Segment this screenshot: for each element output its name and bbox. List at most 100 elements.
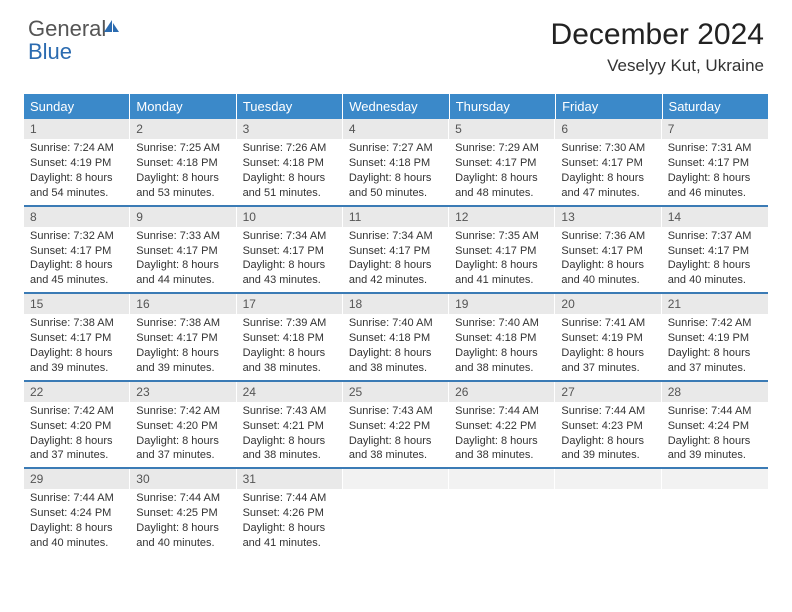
sunset-line: Sunset: 4:18 PM [136,156,230,171]
dow-monday: Monday [130,94,236,119]
sunset-line: Sunset: 4:26 PM [243,506,337,521]
day-details: Sunrise: 7:35 AMSunset: 4:17 PMDaylight:… [449,227,555,292]
sunset-line: Sunset: 4:22 PM [455,419,549,434]
sunset-line: Sunset: 4:21 PM [243,419,337,434]
day-number: 11 [343,207,449,227]
sunset-line: Sunset: 4:17 PM [455,244,549,259]
sunrise-line: Sunrise: 7:33 AM [136,229,230,244]
day-number: 9 [130,207,236,227]
daylight-line: Daylight: 8 hours and 40 minutes. [561,258,655,288]
dow-sunday: Sunday [24,94,130,119]
day-cell: 23Sunrise: 7:42 AMSunset: 4:20 PMDayligh… [130,382,236,468]
daylight-line: Daylight: 8 hours and 44 minutes. [136,258,230,288]
logo: General Blue [28,18,122,64]
day-number: 5 [449,119,555,139]
day-cell: 25Sunrise: 7:43 AMSunset: 4:22 PMDayligh… [343,382,449,468]
sunrise-line: Sunrise: 7:37 AM [668,229,762,244]
day-number: 23 [130,382,236,402]
day-number: 25 [343,382,449,402]
day-cell: 7Sunrise: 7:31 AMSunset: 4:17 PMDaylight… [662,119,768,205]
sunset-line: Sunset: 4:18 PM [349,156,443,171]
logo-text-blue: Blue [28,39,72,64]
sunrise-line: Sunrise: 7:35 AM [455,229,549,244]
daylight-line: Daylight: 8 hours and 43 minutes. [243,258,337,288]
day-details: Sunrise: 7:41 AMSunset: 4:19 PMDaylight:… [555,314,661,379]
day-number: 29 [24,469,130,489]
week-row: 22Sunrise: 7:42 AMSunset: 4:20 PMDayligh… [24,382,768,470]
day-cell: 24Sunrise: 7:43 AMSunset: 4:21 PMDayligh… [237,382,343,468]
day-details: Sunrise: 7:30 AMSunset: 4:17 PMDaylight:… [555,139,661,204]
sunset-line: Sunset: 4:20 PM [30,419,124,434]
day-cell: 2Sunrise: 7:25 AMSunset: 4:18 PMDaylight… [130,119,236,205]
daylight-line: Daylight: 8 hours and 39 minutes. [136,346,230,376]
week-row: 15Sunrise: 7:38 AMSunset: 4:17 PMDayligh… [24,294,768,382]
day-cell: 26Sunrise: 7:44 AMSunset: 4:22 PMDayligh… [449,382,555,468]
day-details [343,489,449,549]
day-number: 20 [555,294,661,314]
daylight-line: Daylight: 8 hours and 37 minutes. [30,434,124,464]
day-cell: 11Sunrise: 7:34 AMSunset: 4:17 PMDayligh… [343,207,449,293]
day-number: 28 [662,382,768,402]
daylight-line: Daylight: 8 hours and 38 minutes. [349,434,443,464]
sunrise-line: Sunrise: 7:44 AM [136,491,230,506]
day-cell: 9Sunrise: 7:33 AMSunset: 4:17 PMDaylight… [130,207,236,293]
day-number: 27 [555,382,661,402]
sunset-line: Sunset: 4:17 PM [561,244,655,259]
week-row: 1Sunrise: 7:24 AMSunset: 4:19 PMDaylight… [24,119,768,207]
day-details: Sunrise: 7:32 AMSunset: 4:17 PMDaylight:… [24,227,130,292]
daylight-line: Daylight: 8 hours and 45 minutes. [30,258,124,288]
day-number [662,469,768,489]
sunset-line: Sunset: 4:19 PM [561,331,655,346]
daylight-line: Daylight: 8 hours and 51 minutes. [243,171,337,201]
sunrise-line: Sunrise: 7:38 AM [30,316,124,331]
sunrise-line: Sunrise: 7:32 AM [30,229,124,244]
sunset-line: Sunset: 4:17 PM [136,331,230,346]
title-block: December 2024 Veselyy Kut, Ukraine [551,18,764,76]
sunset-line: Sunset: 4:17 PM [30,331,124,346]
sunset-line: Sunset: 4:17 PM [455,156,549,171]
day-details: Sunrise: 7:26 AMSunset: 4:18 PMDaylight:… [237,139,343,204]
daylight-line: Daylight: 8 hours and 48 minutes. [455,171,549,201]
day-number: 10 [237,207,343,227]
day-number [343,469,449,489]
sunset-line: Sunset: 4:24 PM [668,419,762,434]
sunrise-line: Sunrise: 7:29 AM [455,141,549,156]
sunset-line: Sunset: 4:17 PM [349,244,443,259]
day-cell: 12Sunrise: 7:35 AMSunset: 4:17 PMDayligh… [449,207,555,293]
day-number: 7 [662,119,768,139]
day-details: Sunrise: 7:38 AMSunset: 4:17 PMDaylight:… [130,314,236,379]
sunrise-line: Sunrise: 7:36 AM [561,229,655,244]
sunset-line: Sunset: 4:17 PM [30,244,124,259]
month-title: December 2024 [551,18,764,52]
sunrise-line: Sunrise: 7:39 AM [243,316,337,331]
day-number: 13 [555,207,661,227]
sunrise-line: Sunrise: 7:31 AM [668,141,762,156]
day-cell: 28Sunrise: 7:44 AMSunset: 4:24 PMDayligh… [662,382,768,468]
sunrise-line: Sunrise: 7:44 AM [668,404,762,419]
day-number: 6 [555,119,661,139]
day-cell [662,469,768,555]
day-number: 26 [449,382,555,402]
day-details: Sunrise: 7:36 AMSunset: 4:17 PMDaylight:… [555,227,661,292]
sunrise-line: Sunrise: 7:44 AM [455,404,549,419]
sunset-line: Sunset: 4:24 PM [30,506,124,521]
day-details: Sunrise: 7:37 AMSunset: 4:17 PMDaylight:… [662,227,768,292]
day-details: Sunrise: 7:44 AMSunset: 4:24 PMDaylight:… [24,489,130,554]
day-number: 18 [343,294,449,314]
daylight-line: Daylight: 8 hours and 42 minutes. [349,258,443,288]
day-number: 12 [449,207,555,227]
day-number: 22 [24,382,130,402]
day-details: Sunrise: 7:25 AMSunset: 4:18 PMDaylight:… [130,139,236,204]
day-details: Sunrise: 7:33 AMSunset: 4:17 PMDaylight:… [130,227,236,292]
location: Veselyy Kut, Ukraine [551,56,764,76]
sunset-line: Sunset: 4:18 PM [349,331,443,346]
daylight-line: Daylight: 8 hours and 47 minutes. [561,171,655,201]
day-number: 30 [130,469,236,489]
daylight-line: Daylight: 8 hours and 37 minutes. [668,346,762,376]
sunset-line: Sunset: 4:17 PM [243,244,337,259]
sunrise-line: Sunrise: 7:44 AM [561,404,655,419]
sunrise-line: Sunrise: 7:40 AM [349,316,443,331]
day-number: 24 [237,382,343,402]
day-cell: 16Sunrise: 7:38 AMSunset: 4:17 PMDayligh… [130,294,236,380]
day-cell: 31Sunrise: 7:44 AMSunset: 4:26 PMDayligh… [237,469,343,555]
